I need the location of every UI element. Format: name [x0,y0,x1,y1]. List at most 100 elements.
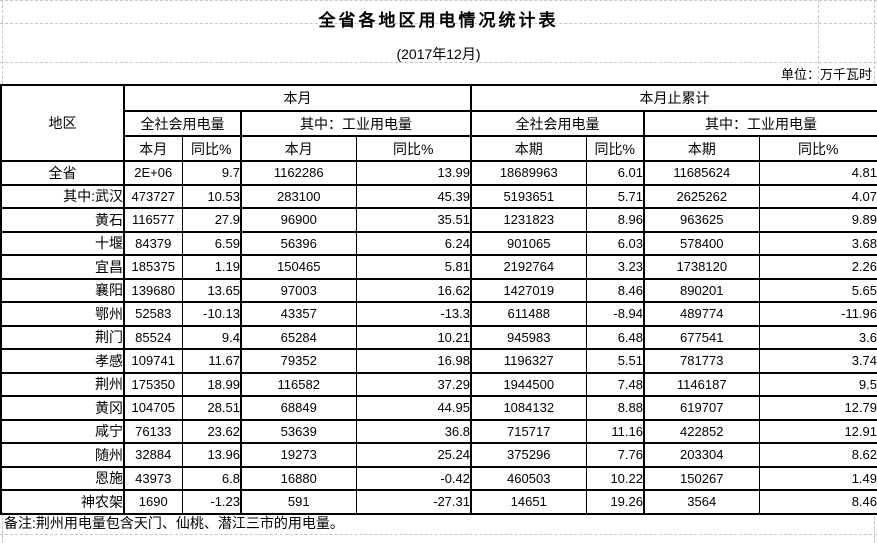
value-cell: 2E+06 [123,160,183,186]
value-cell: 677541 [643,324,760,350]
value-cell: 18.99 [181,371,242,397]
value-cell: 9.7 [181,160,242,186]
value-cell: 76133 [123,418,183,444]
value-cell: 13.96 [181,442,242,468]
value-cell: 1944500 [470,371,587,397]
table-row: 荆州 175350 18.99 116582 37.29 1944500 7.4… [0,371,877,397]
region-cell: 随州 [0,442,125,468]
value-cell: 8.96 [585,207,645,233]
unit-label: 单位：万千瓦时 [780,67,872,82]
value-cell: 781773 [643,348,760,374]
statistics-table: 地区 本月 本月止累计 全社会用电量 其中：工业用电量 全社会用电量 其中：工业… [0,84,877,515]
value-cell: -13.3 [355,301,472,327]
value-cell: 5193651 [470,183,587,209]
header-society-cumulative: 全社会用电量 [470,110,645,137]
region-cell: 宜昌 [0,254,125,280]
value-cell: 489774 [643,301,760,327]
value-cell: 3.74 [758,348,877,374]
gridline [0,0,877,1]
value-cell: 97003 [240,277,357,303]
value-cell: 3.23 [585,254,645,280]
value-cell: 116582 [240,371,357,397]
value-cell: 8.46 [758,489,877,515]
value-cell: 375296 [470,442,587,468]
value-cell: 19273 [240,442,357,468]
value-cell: 28.51 [181,395,242,421]
value-cell: 6.01 [585,160,645,186]
value-cell: 13.65 [181,277,242,303]
value-cell: 901065 [470,230,587,256]
value-cell: 45.39 [355,183,472,209]
value-cell: 19.26 [585,489,645,515]
value-cell: 79352 [240,348,357,374]
region-cell: 其中:武汉 [0,183,125,209]
value-cell: 9.4 [181,324,242,350]
value-cell: 36.8 [355,418,472,444]
value-cell: 6.8 [181,465,242,491]
value-cell: 3.6 [758,324,877,350]
value-cell: 11.67 [181,348,242,374]
page-subtitle: (2017年12月) [396,46,481,62]
region-cell: 鄂州 [0,301,125,327]
value-cell: 8.62 [758,442,877,468]
value-cell: 611488 [470,301,587,327]
value-cell: 10.21 [355,324,472,350]
value-cell: 10.53 [181,183,242,209]
table-row: 荆门 85524 9.4 65284 10.21 945983 6.48 677… [0,324,877,350]
value-cell: 27.9 [181,207,242,233]
value-cell: 18689963 [470,160,587,186]
value-cell: 16.62 [355,277,472,303]
value-cell: 1690 [123,489,183,515]
value-cell: 1231823 [470,207,587,233]
value-cell: -10.13 [181,301,242,327]
value-cell: 2192764 [470,254,587,280]
region-cell: 十堰 [0,230,125,256]
table-row: 恩施 43973 6.8 16880 -0.42 460503 10.22 15… [0,465,877,491]
value-cell: 68849 [240,395,357,421]
value-cell: -8.94 [585,301,645,327]
region-cell: 黄冈 [0,395,125,421]
header-cumulative-group: 本月止累计 [470,84,877,112]
value-cell: 1196327 [470,348,587,374]
footnote: 备注:荆州用电量包含天门、仙桃、潜江三市的用电量。 [4,515,344,531]
value-cell: 6.48 [585,324,645,350]
table-row: 全省 2E+06 9.7 1162286 13.99 18689963 6.01… [0,160,877,186]
header-col-month: 本月 [240,135,357,162]
value-cell: -27.31 [355,489,472,515]
value-cell: 150465 [240,254,357,280]
value-cell: 175350 [123,371,183,397]
value-cell: 1738120 [643,254,760,280]
region-cell: 全省 [0,160,125,186]
header-col-month: 本月 [123,135,183,162]
region-cell: 孝感 [0,348,125,374]
value-cell: 1.19 [181,254,242,280]
value-cell: -11.96 [758,301,877,327]
value-cell: 43973 [123,465,183,491]
value-cell: 1084132 [470,395,587,421]
value-cell: 890201 [643,277,760,303]
value-cell: 65284 [240,324,357,350]
value-cell: 2.26 [758,254,877,280]
value-cell: 4.07 [758,183,877,209]
header-col-period: 本期 [643,135,760,162]
region-cell: 神农架 [0,489,125,515]
value-cell: 8.88 [585,395,645,421]
value-cell: 7.48 [585,371,645,397]
header-industry-month: 其中：工业用电量 [240,110,472,137]
value-cell: 3564 [643,489,760,515]
value-cell: 13.99 [355,160,472,186]
header-col-yoy: 同比% [355,135,472,162]
value-cell: 109741 [123,348,183,374]
gridline [874,512,875,543]
header-col-yoy: 同比% [585,135,645,162]
value-cell: 16880 [240,465,357,491]
header-month-group: 本月 [123,84,472,112]
table-row: 随州 32884 13.96 19273 25.24 375296 7.76 2… [0,442,877,468]
table-row: 孝感 109741 11.67 79352 16.98 1196327 5.51… [0,348,877,374]
value-cell: 1.49 [758,465,877,491]
value-cell: 12.79 [758,395,877,421]
table-row: 襄阳 139680 13.65 97003 16.62 1427019 8.46… [0,277,877,303]
value-cell: 150267 [643,465,760,491]
value-cell: 104705 [123,395,183,421]
value-cell: 14651 [470,489,587,515]
